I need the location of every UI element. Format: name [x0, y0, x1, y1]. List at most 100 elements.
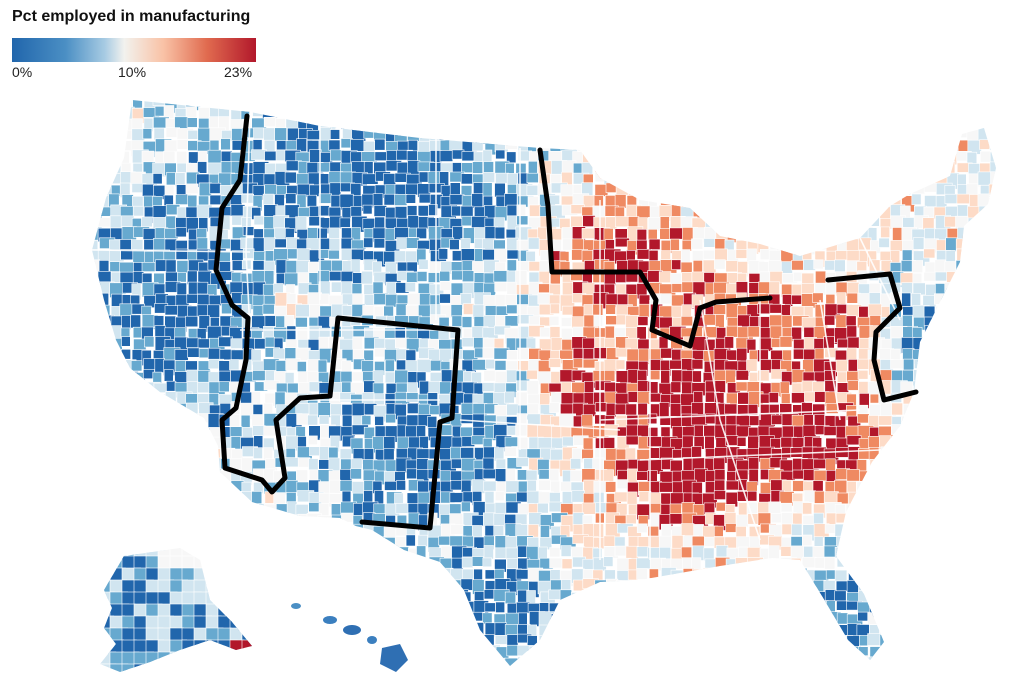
county-cell	[550, 392, 562, 404]
county-cell	[351, 248, 365, 261]
county-cell	[328, 579, 344, 594]
county-cell	[373, 536, 388, 549]
county-cell	[812, 403, 826, 416]
county-cell	[913, 413, 927, 426]
county-cell	[958, 589, 976, 606]
county-cell	[935, 580, 947, 595]
county-cell	[384, 602, 401, 617]
county-cell	[230, 668, 244, 682]
county-cell	[726, 349, 738, 361]
county-cell	[164, 523, 178, 535]
county-cell	[924, 447, 940, 463]
county-cell	[705, 118, 719, 132]
county-cell	[571, 490, 585, 503]
county-cell	[847, 491, 864, 509]
county-cell	[240, 580, 257, 592]
county-cell	[121, 512, 139, 528]
county-cell	[978, 403, 992, 418]
county-cell	[637, 183, 651, 199]
county-cell	[98, 436, 112, 454]
county-cell	[989, 668, 1000, 682]
county-cell	[263, 402, 274, 415]
county-cell	[109, 107, 124, 120]
county-cell	[396, 480, 406, 491]
county-cell	[670, 569, 686, 587]
county-cell	[120, 140, 133, 151]
county-cell	[757, 217, 775, 231]
county-cell	[341, 545, 352, 557]
county-cell	[944, 426, 955, 437]
county-cell	[892, 117, 902, 132]
county-cell	[185, 402, 199, 417]
county-cell	[615, 580, 633, 594]
county-cell	[275, 669, 284, 681]
county-cell	[768, 117, 784, 130]
county-cell	[944, 468, 961, 483]
county-cell	[92, 259, 101, 274]
county-cell	[956, 512, 968, 527]
county-cell	[482, 468, 498, 480]
county-cell	[120, 545, 131, 557]
county-cell	[405, 282, 416, 293]
county-cell	[845, 513, 856, 531]
county-cell	[254, 658, 267, 666]
county-cell	[240, 237, 255, 250]
county-cell	[903, 358, 915, 371]
county-cell	[680, 140, 697, 156]
county-cell	[210, 570, 226, 587]
county-cell	[111, 150, 122, 162]
county-cell	[416, 271, 428, 282]
county-cell	[273, 523, 287, 540]
county-cell	[92, 171, 104, 185]
county-cell	[92, 613, 106, 627]
county-cell	[97, 304, 111, 320]
county-cell	[836, 667, 849, 680]
county-cell	[176, 513, 190, 528]
county-cell	[504, 591, 517, 604]
county-cell	[945, 380, 960, 392]
county-cell	[329, 118, 347, 129]
county-cell	[132, 435, 145, 451]
county-cell	[977, 270, 991, 282]
county-cell	[451, 205, 461, 217]
county-cell	[199, 669, 213, 679]
county-cell	[494, 468, 507, 482]
county-cell	[638, 294, 651, 306]
county-cell	[680, 655, 690, 666]
county-cell	[427, 106, 441, 119]
county-cell	[966, 260, 979, 274]
county-cell	[614, 108, 628, 124]
county-cell	[747, 217, 763, 233]
county-cell	[296, 624, 307, 636]
county-cell	[857, 369, 869, 380]
county-cell	[669, 227, 684, 240]
county-cell	[361, 360, 374, 373]
county-cell	[889, 502, 900, 514]
county-cell	[989, 273, 996, 286]
county-cell	[681, 304, 692, 318]
county-cell	[758, 337, 773, 352]
county-cell	[209, 667, 222, 680]
county-cell	[252, 589, 267, 606]
county-cell	[770, 227, 781, 243]
county-cell	[548, 194, 560, 205]
county-cell	[934, 403, 952, 416]
county-cell	[856, 481, 868, 492]
county-cell	[428, 580, 446, 594]
county-cell	[89, 667, 100, 681]
county-cell	[329, 547, 339, 560]
county-cell	[913, 393, 924, 409]
county-cell	[879, 534, 895, 547]
county-cell	[791, 635, 802, 648]
county-cell	[504, 118, 521, 131]
county-cell	[779, 217, 796, 234]
county-cell	[604, 162, 621, 178]
county-cell	[659, 128, 672, 146]
county-cell	[253, 535, 271, 549]
county-cell	[714, 624, 729, 639]
county-cell	[913, 546, 930, 561]
county-cell	[251, 602, 262, 615]
county-cell	[229, 359, 240, 371]
county-cell	[801, 534, 813, 546]
county-cell	[702, 580, 714, 596]
